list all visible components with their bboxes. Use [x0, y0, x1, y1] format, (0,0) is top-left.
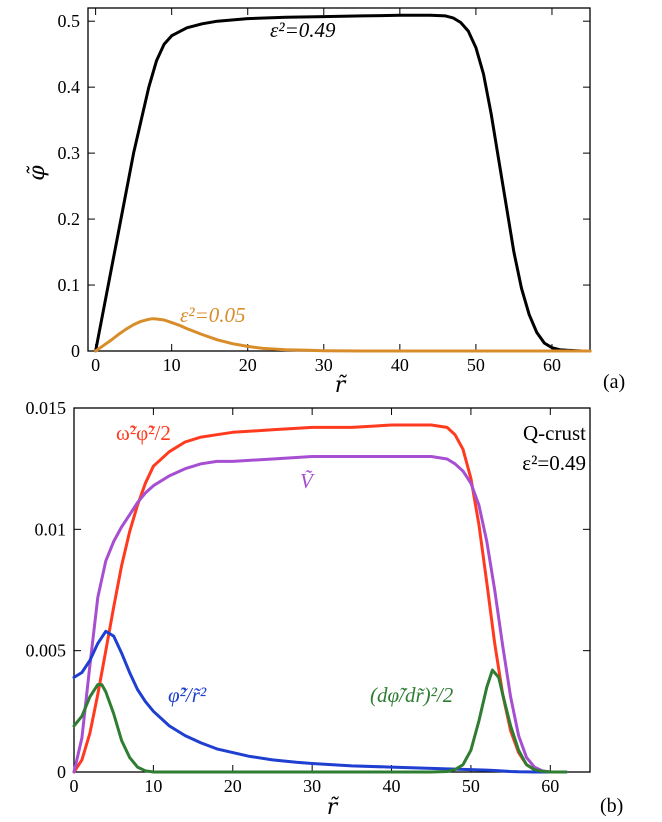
series-line-0-1: [94, 317, 592, 353]
y-tick-label: 0.015: [26, 398, 67, 418]
series-line-1-0: [72, 423, 568, 774]
x-tick-label: 50: [462, 776, 480, 796]
x-tick-label: 60: [543, 355, 561, 375]
plot-frame-a: [87, 7, 591, 352]
ticks-b: 0 10 20 30 40 50 60 0 0.005 0.01 0.015: [26, 398, 590, 796]
y-tick-label: 0.1: [58, 275, 81, 295]
corner-text-epsilon: ε²=0.49: [522, 451, 586, 475]
x-tick-label: 10: [163, 355, 181, 375]
series-label-red: ω̃²φ̃²/2: [116, 421, 171, 445]
y-tick-label: 0.4: [58, 77, 81, 97]
x-tick-label: 30: [315, 355, 333, 375]
series-label-purple: Ṽ: [300, 469, 315, 493]
y-tick-label: 0: [57, 762, 66, 782]
x-tick-label: 40: [383, 776, 401, 796]
series-line-0-0: [94, 13, 592, 353]
x-tick-label: 0: [91, 355, 100, 375]
panel-label-b: (b): [600, 795, 623, 817]
series-line-1-1: [72, 455, 568, 774]
y-tick-label: 0.5: [58, 11, 81, 31]
x-tick-label: 50: [467, 355, 485, 375]
series-label-green: (dφ̃/dr̃)²/2: [370, 683, 454, 707]
series-a: [94, 13, 592, 353]
x-tick-label: 60: [541, 776, 559, 796]
panel-label-a: (a): [603, 371, 625, 393]
corner-text-qcrust: Q-crust: [523, 421, 586, 445]
x-tick-label: 20: [224, 776, 242, 796]
series-line-1-2: [72, 629, 568, 774]
series-label-blue: φ̃²/r̃²: [168, 683, 207, 707]
x-tick-label: 0: [70, 776, 79, 796]
y-tick-label: 0.3: [58, 143, 81, 163]
y-tick-label: 0.2: [58, 209, 81, 229]
ticks-a: 0 10 20 30 40 50 60 0 0.1 0.2 0.3 0.4 0.5: [58, 8, 590, 375]
series-label-black: ε²=0.49: [270, 18, 336, 42]
x-tick-label: 20: [239, 355, 257, 375]
series-line-1-3: [72, 668, 568, 774]
y-tick-label: 0: [71, 341, 80, 361]
xlabel-b: r̃: [327, 795, 340, 820]
x-tick-label: 40: [391, 355, 409, 375]
plot-frame-b: [73, 407, 591, 773]
y-tick-label: 0.01: [35, 519, 67, 539]
ylabel-a: φ̃: [25, 165, 50, 181]
series-label-orange: ε²=0.05: [180, 303, 246, 327]
panel-a: 0 10 20 30 40 50 60 0 0.1 0.2 0.3 0.4 0.5 r̃ φ̃ ε²=0…: [25, 7, 625, 398]
y-tick-label: 0.005: [26, 641, 67, 661]
x-tick-label: 30: [303, 776, 321, 796]
panel-b: 0 10 20 30 40 50 60 0 0.005 0.01 0.015 r̃ ω̃²φ̃²/2…: [26, 398, 624, 820]
x-tick-label: 10: [144, 776, 162, 796]
series-b: [72, 423, 568, 774]
xlabel-a: r̃: [335, 373, 348, 398]
